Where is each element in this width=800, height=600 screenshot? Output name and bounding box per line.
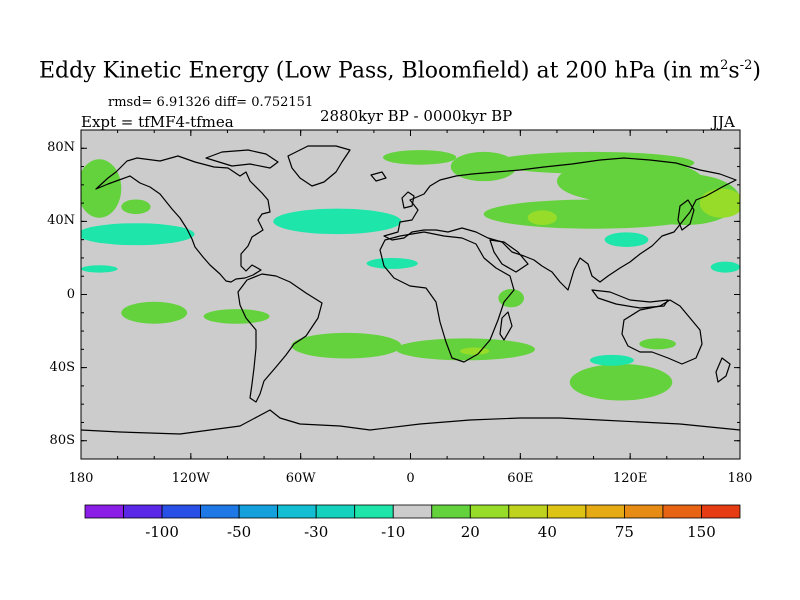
- south-pacific-positive: [121, 301, 188, 324]
- colorbar-swatch: [354, 504, 394, 519]
- colorbar-swatch: [392, 504, 433, 519]
- y-tick-label: 0: [66, 286, 75, 302]
- britain-coast: [401, 191, 415, 209]
- colorbar-label: -30: [304, 523, 329, 541]
- south-atlantic-positive: [291, 332, 402, 359]
- madagascar-coast: [499, 311, 513, 341]
- north-atlantic-negative: [273, 208, 402, 235]
- colorbar-label: -100: [145, 523, 179, 541]
- africa-coast: [379, 231, 515, 363]
- colorbar-swatch: [123, 504, 163, 519]
- scandinavia-positive: [450, 151, 517, 182]
- y-tick-label: 80N: [47, 140, 75, 156]
- australia-positive: [639, 338, 676, 350]
- coastlines: [81, 145, 740, 435]
- colorbar: [84, 504, 741, 519]
- x-tick-label: 180: [727, 471, 753, 486]
- asia-negative: [604, 232, 649, 247]
- canada-islands-coast: [205, 149, 279, 169]
- eurasia-coast: [383, 157, 737, 291]
- colorbar-swatch: [469, 504, 510, 519]
- colorbar-swatch: [200, 504, 240, 519]
- period-label: 2880kyr BP - 0000kyr BP: [320, 107, 513, 125]
- y-tick-label: 80S: [49, 432, 75, 448]
- south-pacific-east-positive: [203, 309, 270, 324]
- colorbar-swatch: [84, 504, 124, 519]
- x-tick-label: 180: [68, 471, 94, 486]
- pacific-equatorial-negative: [81, 265, 118, 273]
- japan-core-positive: [699, 188, 740, 218]
- colorbar-label: 75: [614, 523, 634, 541]
- colorbar-label: 40: [537, 523, 557, 541]
- colorbar-swatch: [624, 504, 664, 519]
- y-tick-label: 40N: [47, 213, 75, 229]
- colorbar-swatch: [701, 504, 741, 519]
- x-tick-label: 60W: [285, 471, 316, 486]
- west-pacific-negative: [710, 261, 740, 273]
- colorbar-swatch: [662, 504, 702, 519]
- x-tick-label: 60E: [507, 471, 534, 486]
- x-tick-label: 120E: [613, 471, 648, 486]
- north-pacific-positive: [121, 199, 151, 215]
- colorbar-swatch: [161, 504, 201, 519]
- x-tick-label: 120W: [171, 471, 210, 486]
- colorbar-label: -50: [227, 523, 252, 541]
- north-atlantic-arctic-positive: [383, 150, 457, 165]
- southern-ocean-positive: [569, 363, 673, 401]
- colorbar-swatch: [585, 504, 625, 519]
- asia-core-positive: [527, 210, 557, 226]
- north-pacific-negative: [81, 223, 195, 246]
- iceland-coast: [370, 171, 387, 182]
- north-pacific-west-positive: [81, 159, 122, 218]
- colorbar-swatch: [238, 504, 279, 519]
- colorbar-swatch: [546, 504, 587, 519]
- atlantic-tropical-negative: [366, 257, 418, 269]
- stats-label: rmsd= 6.91326 diff= 0.752151: [108, 95, 314, 110]
- new-zealand-coast: [715, 357, 731, 383]
- colorbar-swatch: [277, 504, 317, 519]
- greenland-coast: [287, 145, 351, 187]
- indian-ocean-negative: [589, 354, 634, 366]
- experiment-label: Expt = tfMF4-tfmea: [81, 113, 234, 131]
- colorbar-label: 20: [460, 523, 480, 541]
- east-africa-positive: [498, 289, 524, 308]
- colorbar-label: 150: [687, 523, 716, 541]
- antarctica-coast: [81, 409, 740, 435]
- chart-title: Eddy Kinetic Energy (Low Pass, Bloomfiel…: [39, 58, 761, 84]
- season-label: JJA: [712, 113, 735, 131]
- south-indian-core-positive: [459, 347, 490, 355]
- north-america-coast: [95, 155, 271, 283]
- colorbar-swatch: [315, 504, 356, 519]
- colorbar-label: -10: [381, 523, 406, 541]
- south-america-coast: [237, 273, 323, 403]
- australia-coast: [621, 299, 703, 365]
- colorbar-swatch: [431, 504, 471, 519]
- y-tick-label: 40S: [49, 359, 75, 375]
- x-tick-label: 0: [406, 471, 415, 486]
- colorbar-swatch: [508, 504, 548, 519]
- japan-coast: [677, 199, 695, 231]
- arabia-coast: [489, 239, 529, 273]
